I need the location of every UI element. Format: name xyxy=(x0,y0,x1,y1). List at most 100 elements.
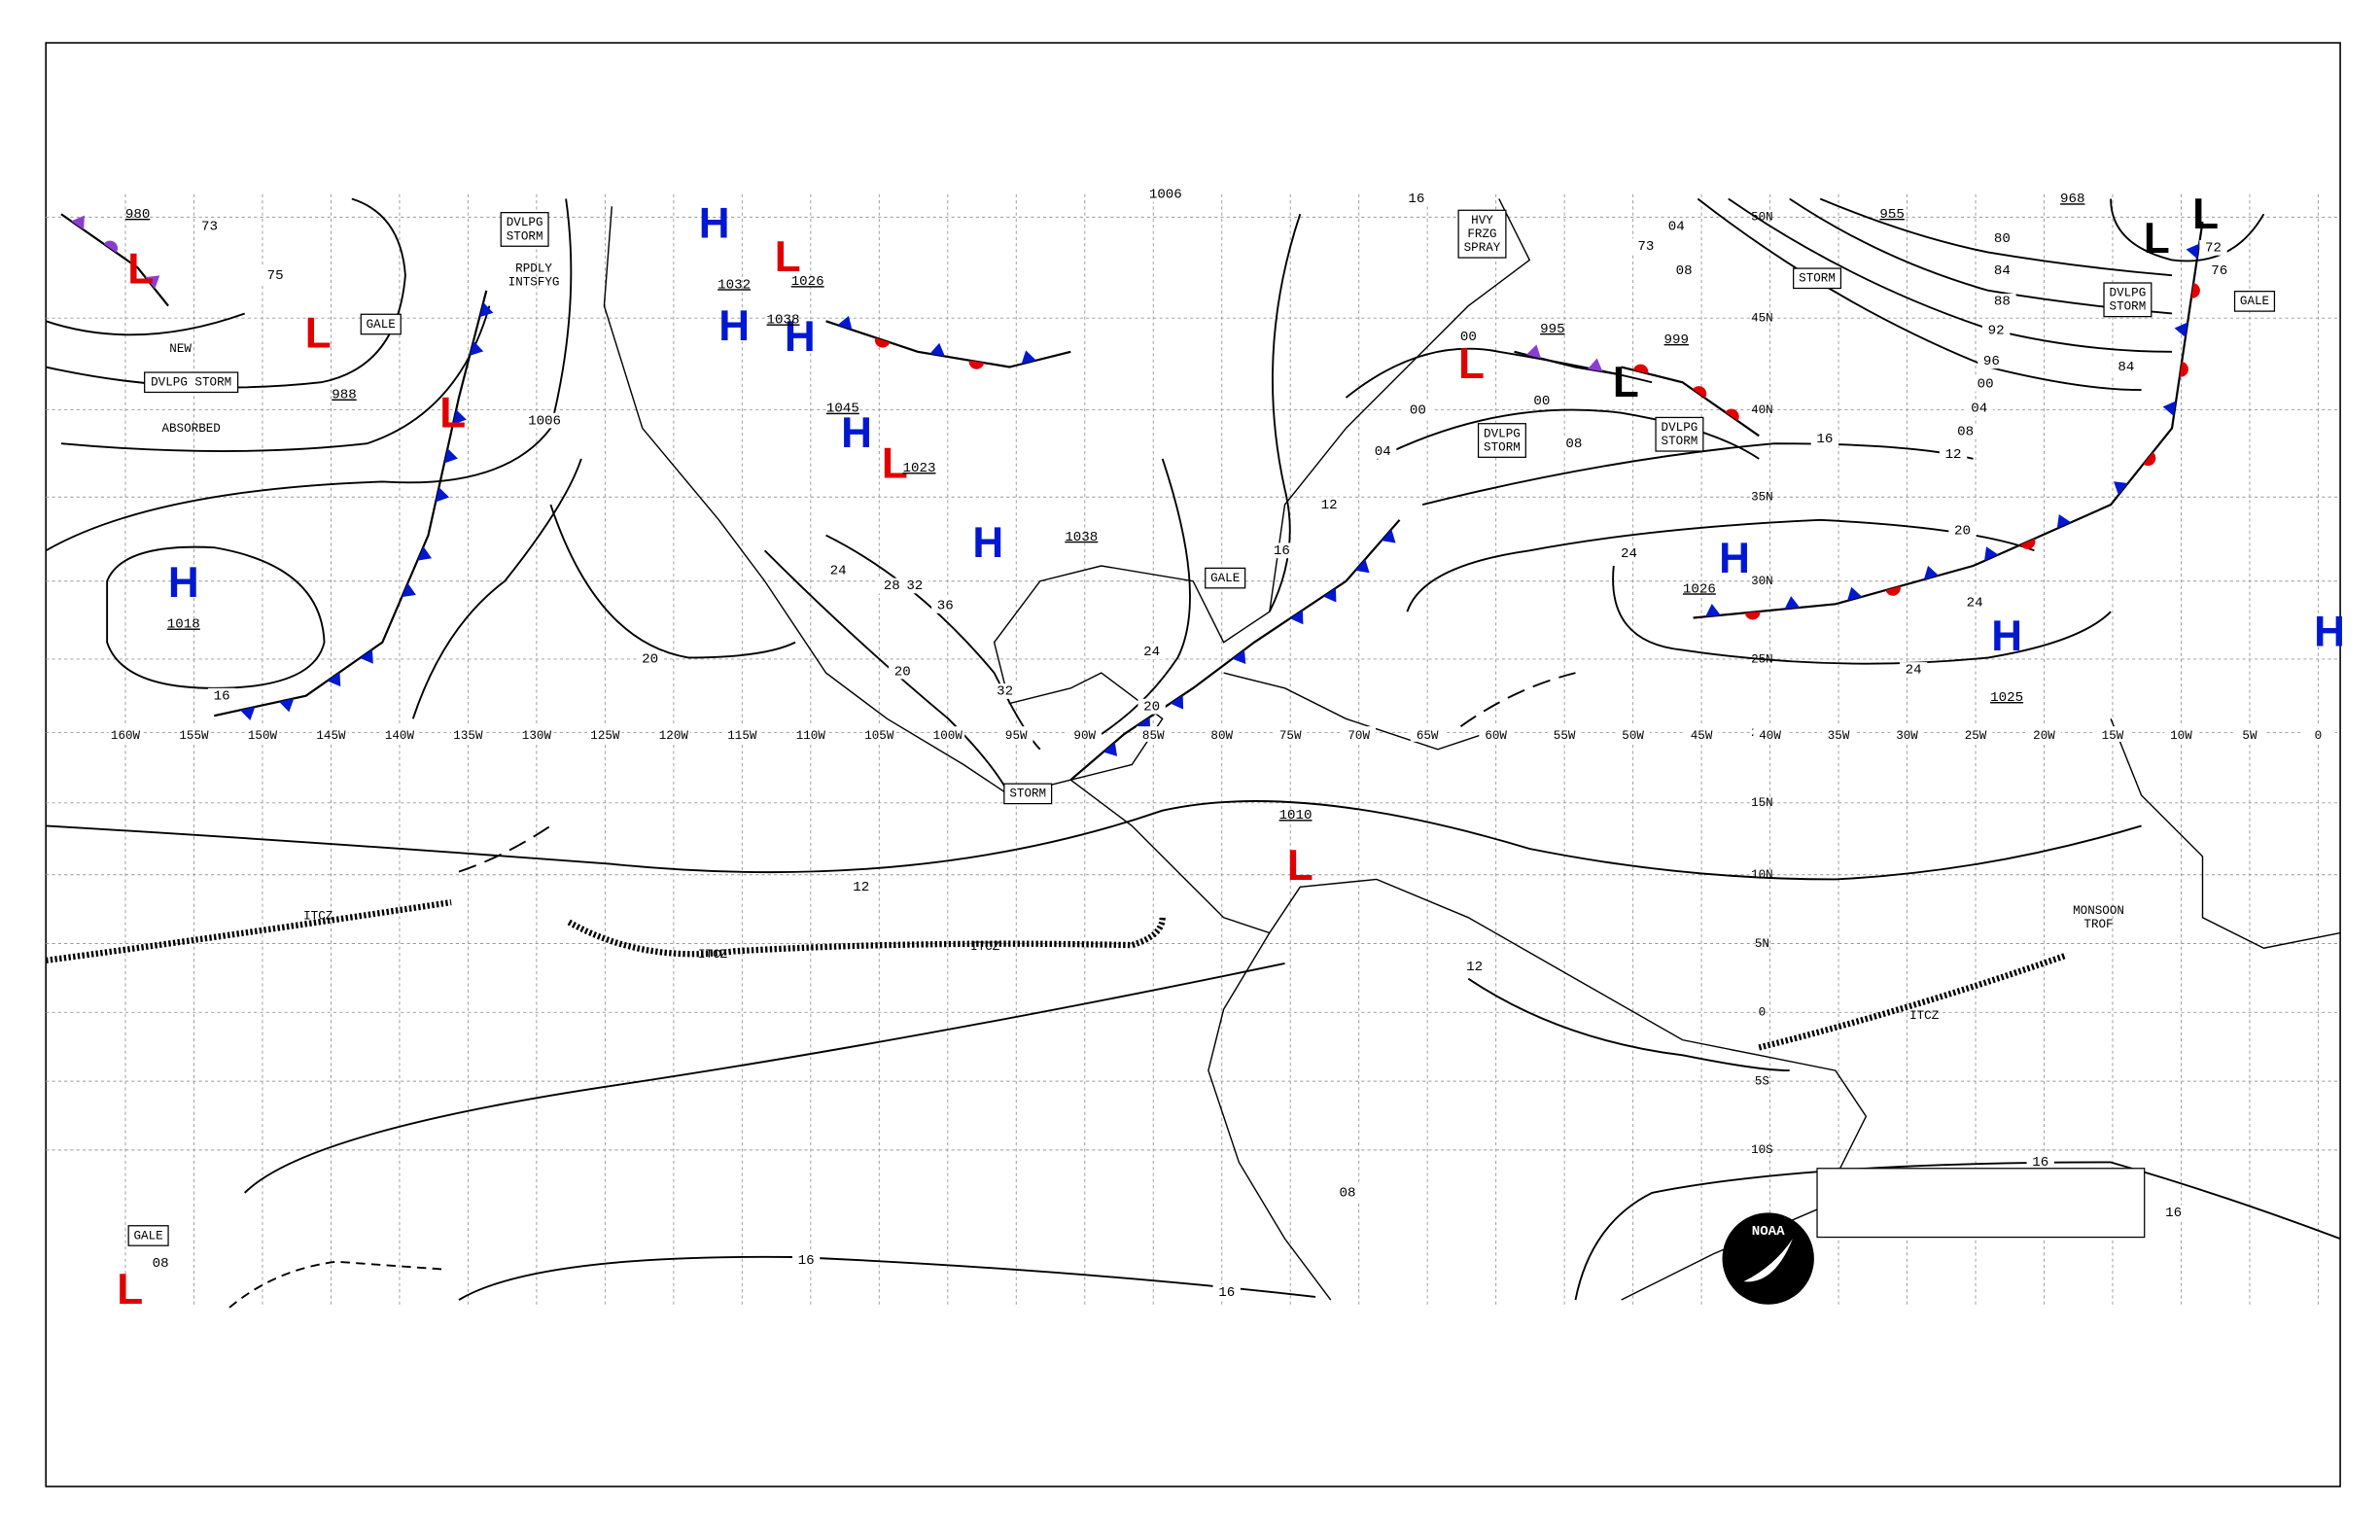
front-pip xyxy=(1984,546,1999,561)
isobar-label: 84 xyxy=(1994,263,2011,279)
front-line xyxy=(1693,221,2204,619)
boxed-label-frame xyxy=(144,371,239,394)
longitude-label: 25W xyxy=(1965,729,1987,743)
isobar-label-bg xyxy=(1527,393,1557,408)
boxed-label: DVLPG xyxy=(1662,421,1698,435)
isobar-label-bg xyxy=(195,218,224,234)
longitude-label: 55W xyxy=(1554,729,1576,743)
feature-label: MONSOON xyxy=(2073,904,2124,918)
pressure-center: L xyxy=(1458,340,1485,388)
longitude-label: 20W xyxy=(2033,729,2055,743)
front-pip xyxy=(2162,401,2177,416)
isobar-label: 00 xyxy=(1410,402,1426,418)
front-pip xyxy=(1725,408,1739,421)
longitude-label: 60W xyxy=(1485,729,1507,743)
front-pip xyxy=(360,648,373,664)
isobar-label: 32 xyxy=(997,684,1013,700)
boxed-label: GALE xyxy=(134,1229,163,1242)
feature-label: ABSORBED xyxy=(161,422,220,436)
central-pressure: 1026 xyxy=(1683,581,1716,597)
isobar xyxy=(1467,977,1790,1072)
front-line xyxy=(60,213,169,307)
boxed-label: DVLPG STORM xyxy=(151,376,231,390)
longitude-label: 115W xyxy=(727,729,757,743)
longitude-label: 140W xyxy=(385,729,415,743)
isobar-label: 00 xyxy=(1460,330,1477,345)
isobar-label: 32 xyxy=(906,578,923,594)
isobar-label-bg xyxy=(1402,191,1431,207)
front-pip xyxy=(929,342,945,357)
front-pip xyxy=(1632,364,1649,374)
front-pip xyxy=(436,487,450,503)
longitude-label-bg xyxy=(1342,726,1376,742)
fronts xyxy=(60,213,2204,782)
isobar-label: 72 xyxy=(2205,241,2222,257)
noaa-logo: NOAA xyxy=(1722,1212,1814,1305)
isobar-label-bg xyxy=(1631,238,1660,255)
boxed-label-frame xyxy=(127,1225,169,1246)
central-pressure: 1032 xyxy=(718,277,751,293)
boxed-label-frame xyxy=(2103,282,2152,318)
isobar-label: 08 xyxy=(153,1256,169,1272)
longitude-label-bg xyxy=(2095,726,2130,742)
boxed-label: DVLPG xyxy=(2110,287,2147,300)
isobar xyxy=(1268,213,1302,612)
front-pip xyxy=(2174,322,2188,338)
isobar-label-bg xyxy=(1988,230,2016,247)
front-pip xyxy=(103,240,119,253)
latitude-label: 0 xyxy=(1759,1006,1767,1020)
isobar xyxy=(45,198,573,552)
central-pressure: 968 xyxy=(2060,192,2084,207)
isobar-label: 1006 xyxy=(528,413,561,429)
africa-coast xyxy=(2110,718,2341,949)
longitude-label: 10W xyxy=(2170,729,2192,743)
isobar-label: 73 xyxy=(201,220,218,235)
isobar-label-bg xyxy=(530,412,559,429)
longitude-label-bg xyxy=(314,726,348,742)
longitude-label: 95W xyxy=(1005,729,1028,743)
info-box xyxy=(1816,1168,2146,1239)
isobar-label-bg xyxy=(1988,294,2016,309)
isobar-label-bg xyxy=(1971,375,2000,392)
boxed-label: STORM xyxy=(1009,788,1046,801)
central-pressure: 988 xyxy=(332,388,356,403)
front-pip xyxy=(239,707,256,720)
feature-label: ITCZ xyxy=(1909,1009,1940,1023)
front-line xyxy=(825,320,1071,368)
isobar-label-bg xyxy=(207,687,236,704)
front-pip xyxy=(479,302,494,318)
pressure-center: H xyxy=(718,302,750,350)
isobar-label: 24 xyxy=(1967,595,1983,611)
longitude-label-bg xyxy=(862,726,896,742)
pressure-center: L xyxy=(117,1266,143,1313)
longitude-label: 130W xyxy=(522,729,552,743)
front-pip xyxy=(1170,694,1184,710)
longitude-label-bg xyxy=(1958,726,1993,742)
front-pip xyxy=(417,546,433,561)
pressure-center: H xyxy=(2314,608,2345,655)
central-pressure: 980 xyxy=(125,207,150,223)
isobar-label-bg xyxy=(1965,401,1993,416)
isobar xyxy=(45,312,246,336)
isobar-label-bg xyxy=(262,267,290,284)
pressure-center: L xyxy=(127,246,154,294)
pressure-center: H xyxy=(1719,535,1750,582)
front-pip xyxy=(1102,742,1118,756)
longitude-label-bg xyxy=(2232,726,2267,742)
pressure-center: H xyxy=(841,409,872,457)
boxed-label: FRZG xyxy=(1467,228,1496,241)
logo-text: NOAA xyxy=(1752,1224,1785,1240)
isobar-label: 36 xyxy=(937,599,954,614)
longitude-label: 80W xyxy=(1210,729,1233,743)
isobar-label: 12 xyxy=(853,880,869,895)
isobar-label: 00 xyxy=(1978,377,1994,393)
latitude-label: 5N xyxy=(1755,937,1769,951)
isobar-label: 00 xyxy=(1533,394,1550,409)
isobar-label: 24 xyxy=(830,563,847,578)
longitude-label: 105W xyxy=(864,729,894,743)
central-pressure: 1038 xyxy=(767,312,800,328)
isobar-label-bg xyxy=(1268,542,1296,559)
isobar-label: 12 xyxy=(1466,960,1483,975)
central-pressure: 1045 xyxy=(826,402,859,417)
front-pip xyxy=(1784,596,1801,610)
